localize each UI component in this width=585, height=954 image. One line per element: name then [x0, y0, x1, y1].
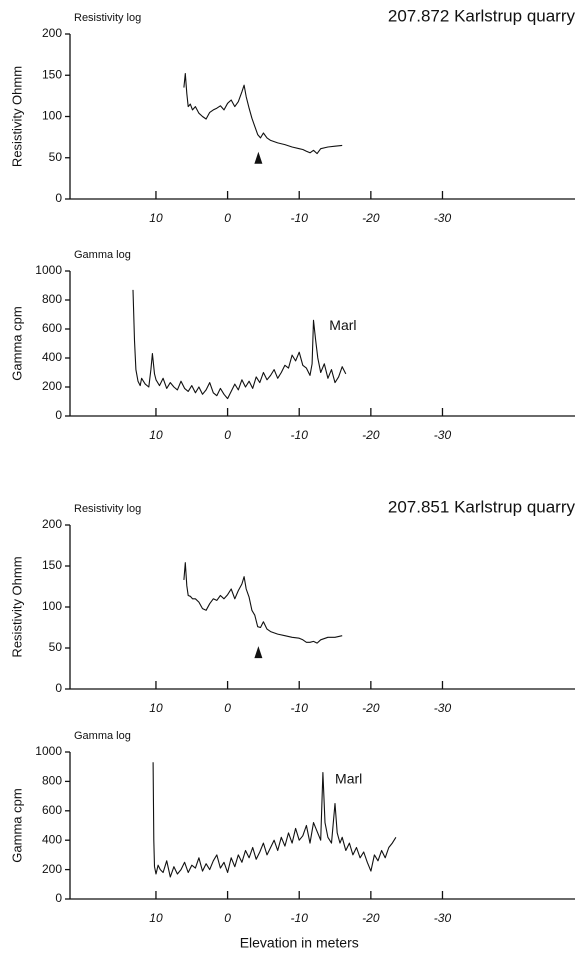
y-tick-label: 50: [49, 640, 63, 654]
y-tick-label: 150: [42, 558, 62, 572]
x-tick-label: 0: [224, 701, 231, 715]
y-tick-label: 150: [42, 67, 62, 81]
chart-title: 207.851 Karlstrup quarry: [388, 497, 576, 516]
x-tick-label: -10: [291, 911, 309, 925]
panel-label: Resistivity log: [74, 503, 141, 515]
y-tick-label: 200: [42, 517, 62, 531]
y-tick-label: 50: [49, 150, 63, 164]
annotation: Marl: [335, 771, 362, 787]
log-line: [132, 289, 347, 400]
y-tick-label: 200: [42, 26, 62, 40]
x-tick-label: 10: [149, 428, 163, 442]
log-line: [183, 562, 343, 644]
y-tick-label: 800: [42, 292, 62, 306]
x-tick-label: -30: [434, 211, 452, 225]
y-tick-label: 600: [42, 803, 62, 817]
y-axis-label: Resistivity Ohmm: [9, 66, 24, 167]
y-axis-label: Resistivity Ohmm: [9, 556, 24, 657]
chart-title: 207.872 Karlstrup quarry: [388, 6, 576, 25]
y-tick-label: 400: [42, 832, 62, 846]
panel-label: Gamma log: [74, 730, 131, 742]
x-tick-label: -30: [434, 701, 452, 715]
x-tick-label: -20: [362, 911, 380, 925]
x-tick-label: -10: [291, 428, 309, 442]
y-axis-label: Gamma cpm: [9, 788, 24, 862]
marker-triangle: [254, 646, 263, 659]
x-tick-label: 10: [149, 701, 163, 715]
panel-label: Gamma log: [74, 249, 131, 261]
annotation: Marl: [329, 317, 356, 333]
x-tick-label: -30: [434, 428, 452, 442]
y-tick-label: 800: [42, 774, 62, 788]
y-tick-label: 0: [55, 681, 62, 695]
y-tick-label: 200: [42, 379, 62, 393]
y-tick-label: 400: [42, 350, 62, 364]
y-tick-label: 200: [42, 862, 62, 876]
x-tick-label: -20: [362, 428, 380, 442]
y-tick-label: 600: [42, 321, 62, 335]
panel-label: Resistivity log: [74, 12, 141, 24]
y-tick-label: 100: [42, 109, 62, 123]
x-tick-label: 0: [224, 428, 231, 442]
x-tick-label: -10: [291, 701, 309, 715]
x-tick-label: 0: [224, 911, 231, 925]
x-tick-label: 10: [149, 911, 163, 925]
log-line: [183, 73, 343, 155]
log-line: [152, 762, 397, 878]
marker-triangle: [254, 151, 263, 164]
x-tick-label: -20: [362, 701, 380, 715]
y-tick-label: 100: [42, 599, 62, 613]
y-tick-label: 0: [55, 408, 62, 422]
x-tick-label: 0: [224, 211, 231, 225]
x-tick-label: 10: [149, 211, 163, 225]
x-tick-label: -10: [291, 211, 309, 225]
x-axis-label: Elevation in meters: [240, 935, 359, 951]
y-tick-label: 1000: [35, 744, 62, 758]
y-tick-label: 0: [55, 891, 62, 905]
y-tick-label: 1000: [35, 263, 62, 277]
y-tick-label: 0: [55, 191, 62, 205]
y-axis-label: Gamma cpm: [9, 306, 24, 380]
x-tick-label: -30: [434, 911, 452, 925]
x-tick-label: -20: [362, 211, 380, 225]
